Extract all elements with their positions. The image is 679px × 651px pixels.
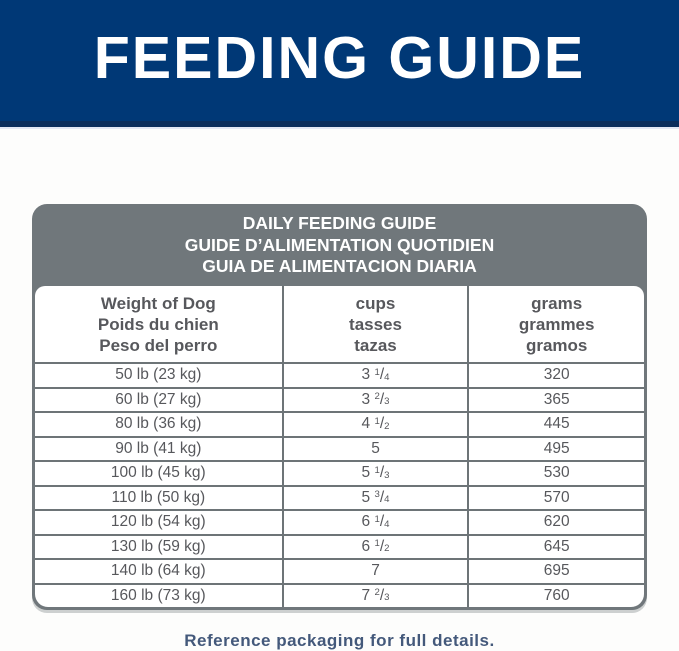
cups-header-en: cups (355, 293, 396, 313)
cups-cell: 3 2/3 (281, 388, 468, 412)
weight-cell: 130 lb (59 kg) (110, 537, 206, 555)
table-title-line-en: DAILY FEEDING GUIDE (242, 213, 437, 233)
table-row: 130 lb (59 kg) 6 1/2 645 (35, 533, 644, 559)
weight-cell: 80 lb (36 kg) (115, 415, 202, 433)
cups-cell: 6 1/4 (281, 511, 468, 534)
weight-cell: 90 lb (41 kg) (115, 439, 202, 457)
cups-header-fr: tasses (349, 314, 402, 334)
cups-cell: 7 (281, 560, 468, 583)
table-row: 100 lb (45 kg) 5 1/3 530 (35, 460, 644, 485)
weight-header-fr: Poids du chien (97, 314, 219, 334)
grams-cell: 760 (467, 584, 644, 608)
grams-cell: 365 (467, 388, 644, 412)
feeding-table: DAILY FEEDING GUIDE GUIDE D’ALIMENTATION… (32, 204, 647, 611)
table-body: Weight of Dog Poids du chien Peso del pe… (35, 285, 644, 608)
cups-cell: 6 1/2 (281, 535, 468, 559)
grams-cell: 445 (467, 413, 644, 436)
grams-cell: 495 (467, 437, 644, 461)
column-header-grams: grams grammes gramos (467, 285, 644, 363)
cups-cell: 3 1/4 (281, 364, 468, 387)
table-title: DAILY FEEDING GUIDE GUIDE D’ALIMENTATION… (35, 204, 644, 286)
cups-cell: 7 2/3 (281, 584, 468, 608)
cups-cell: 5 3/4 (281, 486, 468, 510)
grams-cell: 320 (467, 364, 644, 387)
grams-cell: 645 (467, 535, 644, 559)
table-title-line-fr: GUIDE D’ALIMENTATION QUOTIDIEN (184, 234, 495, 255)
weight-cell: 160 lb (73 kg) (110, 586, 206, 604)
grams-cell: 620 (467, 511, 644, 534)
weight-cell: 100 lb (45 kg) (110, 464, 206, 482)
table-title-line-es: GUIA DE ALIMENTACION DIARIA (202, 256, 477, 277)
weight-cell: 50 lb (23 kg) (115, 366, 202, 384)
table-row: 140 lb (64 kg) 7 695 (35, 558, 644, 583)
cups-cell: 5 1/3 (281, 462, 468, 485)
feeding-guide-banner: FEEDING GUIDE (0, 0, 679, 127)
table-row: 60 lb (27 kg) 3 2/3 365 (35, 386, 644, 412)
table-header-row: Weight of Dog Poids du chien Peso del pe… (35, 285, 644, 363)
grams-header-es: gramos (525, 336, 588, 356)
grams-header-en: grams (531, 293, 583, 313)
grams-cell: 530 (467, 462, 644, 485)
weight-header-en: Weight of Dog (100, 293, 216, 313)
table-row: 110 lb (50 kg) 5 3/4 570 (35, 484, 644, 510)
table-row: 80 lb (36 kg) 4 1/2 445 (35, 411, 644, 436)
table-rows: 50 lb (23 kg) 3 1/4 320 60 lb (27 kg) 3 2/3 3… (35, 362, 644, 608)
cups-cell: 5 (281, 437, 468, 461)
table-row: 90 lb (41 kg) 5 495 (35, 435, 644, 461)
weight-header-es: Peso del perro (99, 336, 218, 356)
weight-cell: 60 lb (27 kg) (115, 390, 202, 408)
cups-header-es: tazas (354, 336, 397, 356)
cups-cell: 4 1/2 (281, 413, 468, 436)
column-header-weight: Weight of Dog Poids du chien Peso del pe… (35, 286, 282, 363)
footer-note: Reference packaging for full details. (184, 631, 495, 651)
weight-cell: 120 lb (54 kg) (110, 513, 206, 531)
table-row: 160 lb (73 kg) 7 2/3 760 (35, 582, 644, 608)
weight-cell: 140 lb (64 kg) (110, 562, 206, 580)
column-header-cups: cups tasses tazas (281, 285, 468, 363)
table-row: 50 lb (23 kg) 3 1/4 320 (35, 362, 644, 387)
table-row: 120 lb (54 kg) 6 1/4 620 (35, 509, 644, 534)
grams-header-fr: grammes (518, 314, 595, 334)
banner-title: FEEDING GUIDE (93, 25, 586, 91)
grams-cell: 570 (467, 486, 644, 510)
grams-cell: 695 (467, 560, 644, 583)
weight-cell: 110 lb (50 kg) (111, 488, 206, 506)
